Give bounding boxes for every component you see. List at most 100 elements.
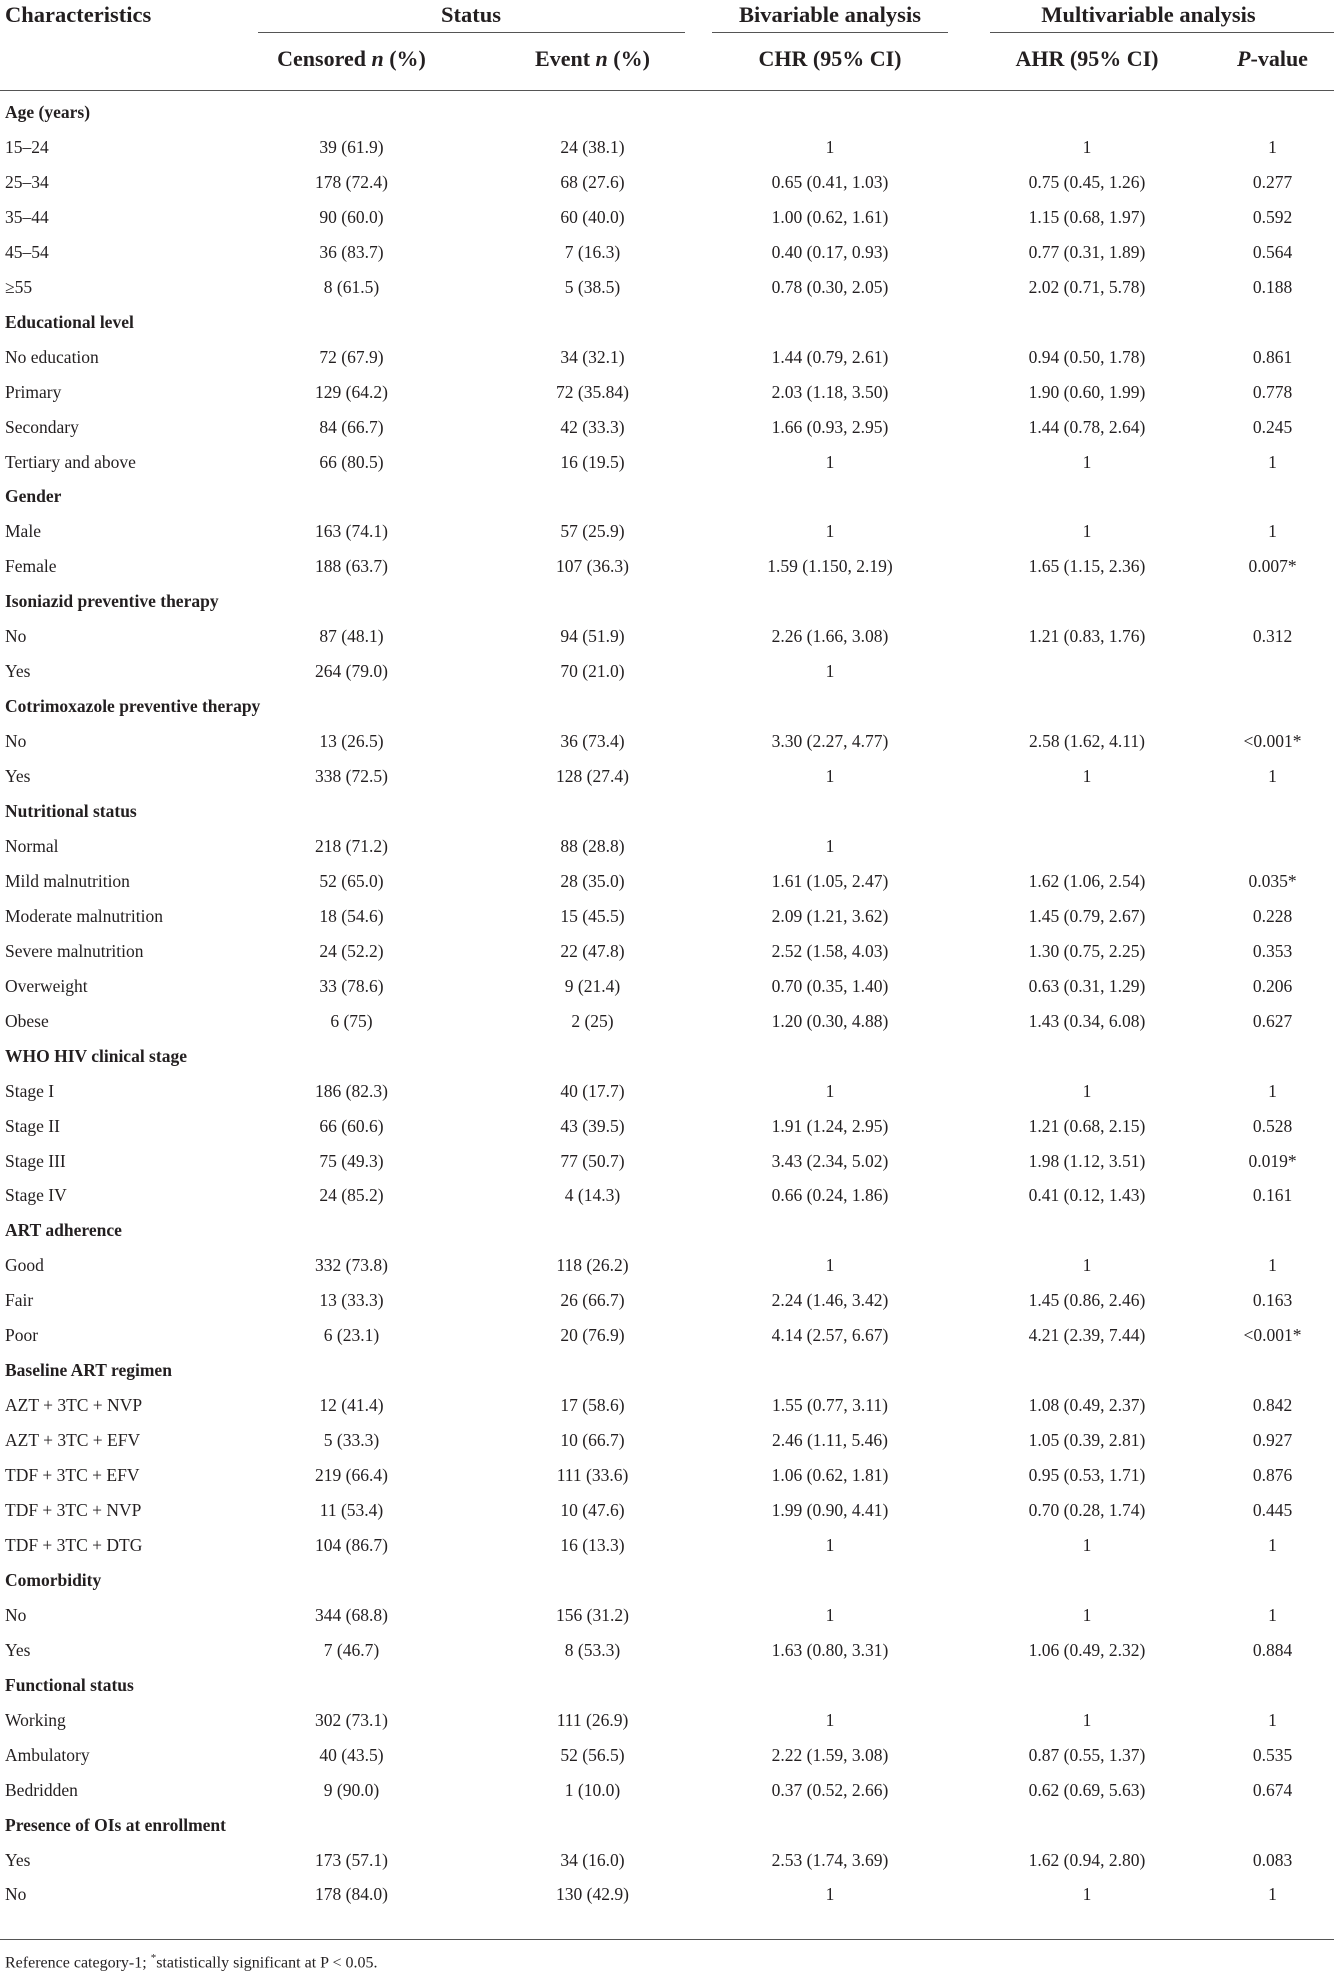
event-cell: 130 (42.9) [556, 1884, 629, 1905]
chr-cell: 2.26 (1.66, 3.08) [771, 626, 889, 647]
censored-cell: 163 (74.1) [315, 521, 388, 542]
censored-cell: 218 (71.2) [315, 835, 388, 856]
p-value-cell: 1 [1268, 1534, 1277, 1555]
category-row: Gender [0, 486, 1334, 508]
category-label: Cotrimoxazole preventive therapy [5, 696, 261, 717]
ahr-cell: 0.41 (0.12, 1.43) [1028, 1185, 1146, 1206]
event-cell: 34 (16.0) [560, 1849, 625, 1870]
row-label: ≥55 [5, 276, 33, 297]
ahr-cell: 0.87 (0.55, 1.37) [1028, 1744, 1146, 1765]
row-label: Male [5, 521, 41, 542]
category-row: Baseline ART regimen [0, 1360, 1334, 1382]
header-multivariable: Multivariable analysis [1041, 2, 1256, 27]
chr-cell: 2.03 (1.18, 3.50) [771, 381, 889, 402]
chr-cell: 0.65 (0.41, 1.03) [771, 171, 889, 192]
chr-cell: 2.46 (1.11, 5.46) [771, 1430, 888, 1451]
p-value-cell: 0.927 [1252, 1430, 1293, 1451]
table-row: 35–44 90 (60.0) 60 (40.0) 1.00 (0.62, 1.61)… [0, 207, 1334, 229]
table-row: AZT + 3TC + EFV 5 (33.3) 10 (66.7) 2.46 (1.… [0, 1430, 1334, 1452]
censored-cell: 8 (61.5) [323, 276, 380, 297]
chr-cell: 1 [825, 835, 835, 856]
category-row: Nutritional status [0, 801, 1334, 823]
chr-cell: 0.37 (0.52, 2.66) [771, 1779, 889, 1800]
header-ahr: AHR (95% CI) [1015, 46, 1159, 71]
row-label: Stage IV [5, 1185, 67, 1206]
chr-cell: 1 [825, 1884, 835, 1905]
event-cell: 60 (40.0) [560, 206, 625, 227]
event-cell: 128 (27.4) [556, 766, 629, 787]
table-row: Yes 264 (79.0) 70 (21.0) 1 [0, 661, 1334, 683]
p-value-cell: 0.312 [1252, 626, 1293, 647]
ahr-cell: 1 [1082, 1255, 1092, 1276]
ahr-cell: 1 [1082, 1604, 1092, 1625]
p-value-cell: 0.861 [1252, 346, 1293, 367]
row-label: Yes [5, 766, 31, 787]
p-value-cell: 0.019* [1248, 1150, 1297, 1171]
p-value-cell: <0.001* [1243, 1325, 1302, 1346]
category-label: Gender [5, 486, 62, 507]
p-value-cell: 0.876 [1252, 1465, 1293, 1486]
event-cell: 40 (17.7) [560, 1080, 625, 1101]
chr-cell: 0.70 (0.35, 1.40) [771, 975, 889, 996]
table-row: Poor 6 (23.1) 20 (76.9) 4.14 (2.57, 6.67) 4.… [0, 1325, 1334, 1347]
table-row: Overweight 33 (78.6) 9 (21.4) 0.70 (0.35, 1… [0, 976, 1334, 998]
censored-cell: 36 (83.7) [319, 241, 384, 262]
p-value-cell: 0.564 [1252, 241, 1293, 262]
ahr-cell: 1.45 (0.86, 2.46) [1028, 1290, 1146, 1311]
header-group-rule-status [258, 32, 685, 33]
row-label: 45–54 [5, 241, 49, 262]
row-label: Overweight [5, 975, 88, 996]
header-characteristics: Characteristics [5, 2, 152, 27]
p-value-cell: <0.001* [1243, 731, 1302, 752]
p-value-cell: 0.627 [1252, 1010, 1293, 1031]
censored-cell: 264 (79.0) [315, 661, 388, 682]
event-cell: 9 (21.4) [564, 975, 621, 996]
row-label: Good [5, 1255, 44, 1276]
header-bottom-rule [0, 90, 1334, 91]
row-label: No education [5, 346, 99, 367]
censored-cell: 18 (54.6) [319, 905, 384, 926]
event-cell: 28 (35.0) [560, 870, 625, 891]
censored-cell: 7 (46.7) [323, 1639, 380, 1660]
table-row: Fair 13 (33.3) 26 (66.7) 2.24 (1.46, 3.42) 1… [0, 1290, 1334, 1312]
p-value-cell: 0.083 [1252, 1849, 1293, 1870]
category-label: Educational level [5, 311, 134, 332]
p-value-cell: 1 [1268, 136, 1277, 157]
chr-cell: 1.59 (1.150, 2.19) [767, 556, 893, 577]
censored-cell: 72 (67.9) [319, 346, 384, 367]
row-label: Bedridden [5, 1779, 78, 1800]
ahr-cell: 0.70 (0.28, 1.74) [1028, 1500, 1146, 1520]
row-label: Stage I [5, 1080, 55, 1101]
ahr-cell: 1.30 (0.75, 2.25) [1028, 940, 1146, 961]
chr-cell: 3.43 (2.34, 5.02) [771, 1150, 889, 1171]
censored-cell: 40 (43.5) [319, 1744, 384, 1765]
censored-cell: 33 (78.6) [319, 975, 384, 996]
row-label: No [5, 731, 27, 752]
censored-cell: 6 (75) [330, 1010, 373, 1031]
ahr-cell: 1 [1082, 1080, 1092, 1101]
table-row: No 178 (84.0) 130 (42.9) 1 1 1 [0, 1884, 1334, 1906]
category-label: Comorbidity [5, 1569, 102, 1590]
row-label: No [5, 1604, 27, 1625]
event-cell: 7 (16.3) [564, 241, 621, 262]
censored-cell: 302 (73.1) [315, 1709, 388, 1730]
header-row-1: Characteristics Status Bivariable analys… [0, 0, 1334, 30]
table-row: Mild malnutrition 52 (65.0) 28 (35.0) 1.61 … [0, 871, 1334, 893]
table-row: No education 72 (67.9) 34 (32.1) 1.44 (0.79… [0, 347, 1334, 369]
row-label: 35–44 [5, 206, 49, 227]
ahr-cell: 1.44 (0.78, 2.64) [1028, 416, 1146, 437]
ahr-cell: 1 [1082, 136, 1092, 157]
row-label: AZT + 3TC + EFV [5, 1430, 141, 1451]
censored-cell: 6 (23.1) [323, 1325, 380, 1346]
category-row: Isoniazid preventive therapy [0, 591, 1334, 613]
p-value-cell: 0.163 [1252, 1290, 1293, 1311]
p-value-cell: 0.778 [1252, 381, 1293, 402]
row-label: Yes [5, 1639, 31, 1660]
p-value-cell: 0.035* [1248, 870, 1297, 891]
category-row: Functional status [0, 1675, 1334, 1697]
table-row: Tertiary and above 66 (80.5) 16 (19.5) 1 1 1 [0, 452, 1334, 474]
row-label: Yes [5, 661, 31, 682]
category-row: Comorbidity [0, 1570, 1334, 1592]
ahr-cell: 2.58 (1.62, 4.11) [1028, 731, 1145, 752]
censored-cell: 12 (41.4) [319, 1395, 384, 1416]
